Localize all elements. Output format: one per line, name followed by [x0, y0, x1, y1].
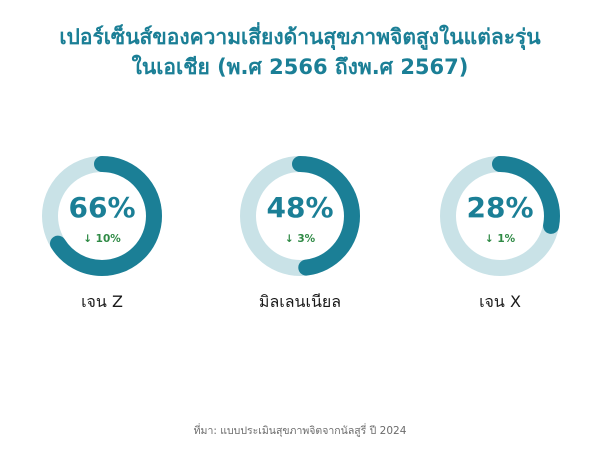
change-label-gen-z: ↓ 10% [83, 233, 121, 245]
value-label-millennial: 48% [266, 191, 334, 224]
donut-chart-gen-z [42, 156, 162, 276]
source-note: ที่มา: แบบประเมินสุขภาพจิตจากนัลสูรี่ ปี… [193, 425, 407, 437]
chart-title-line-2: ในเอเชีย (พ.ศ 2566 ถึงพ.ศ 2567) [131, 55, 469, 79]
donut-millennial: 48% ↓ 3% [238, 154, 362, 278]
chart-title-line-1: เปอร์เซ็นส์ของความเสี่ยงด้านสุขภาพจิตสูง… [59, 25, 541, 49]
category-label-gen-z: เจน Z [81, 292, 123, 311]
donut-value-arc-gen-z [42, 156, 162, 276]
value-label-gen-z: 66% [68, 191, 136, 224]
value-label-gen-x: 28% [466, 191, 534, 224]
category-label-gen-x: เจน X [479, 292, 521, 311]
category-label-millennial: มิลเลนเนียล [258, 292, 342, 311]
donut-value-arc-gen-x [440, 156, 560, 276]
change-label-gen-x: ↓ 1% [484, 233, 516, 245]
chart-title: เปอร์เซ็นส์ของความเสี่ยงด้านสุขภาพจิตสูง… [0, 22, 600, 82]
change-label-millennial: ↓ 3% [284, 233, 316, 245]
donut-gen-z: 66% ↓ 10% [40, 154, 164, 278]
donut-chart-gen-x [440, 156, 560, 276]
donut-chart-millennial [240, 156, 360, 276]
donut-gen-x: 28% ↓ 1% [438, 154, 562, 278]
donut-value-arc-millennial [240, 156, 360, 276]
